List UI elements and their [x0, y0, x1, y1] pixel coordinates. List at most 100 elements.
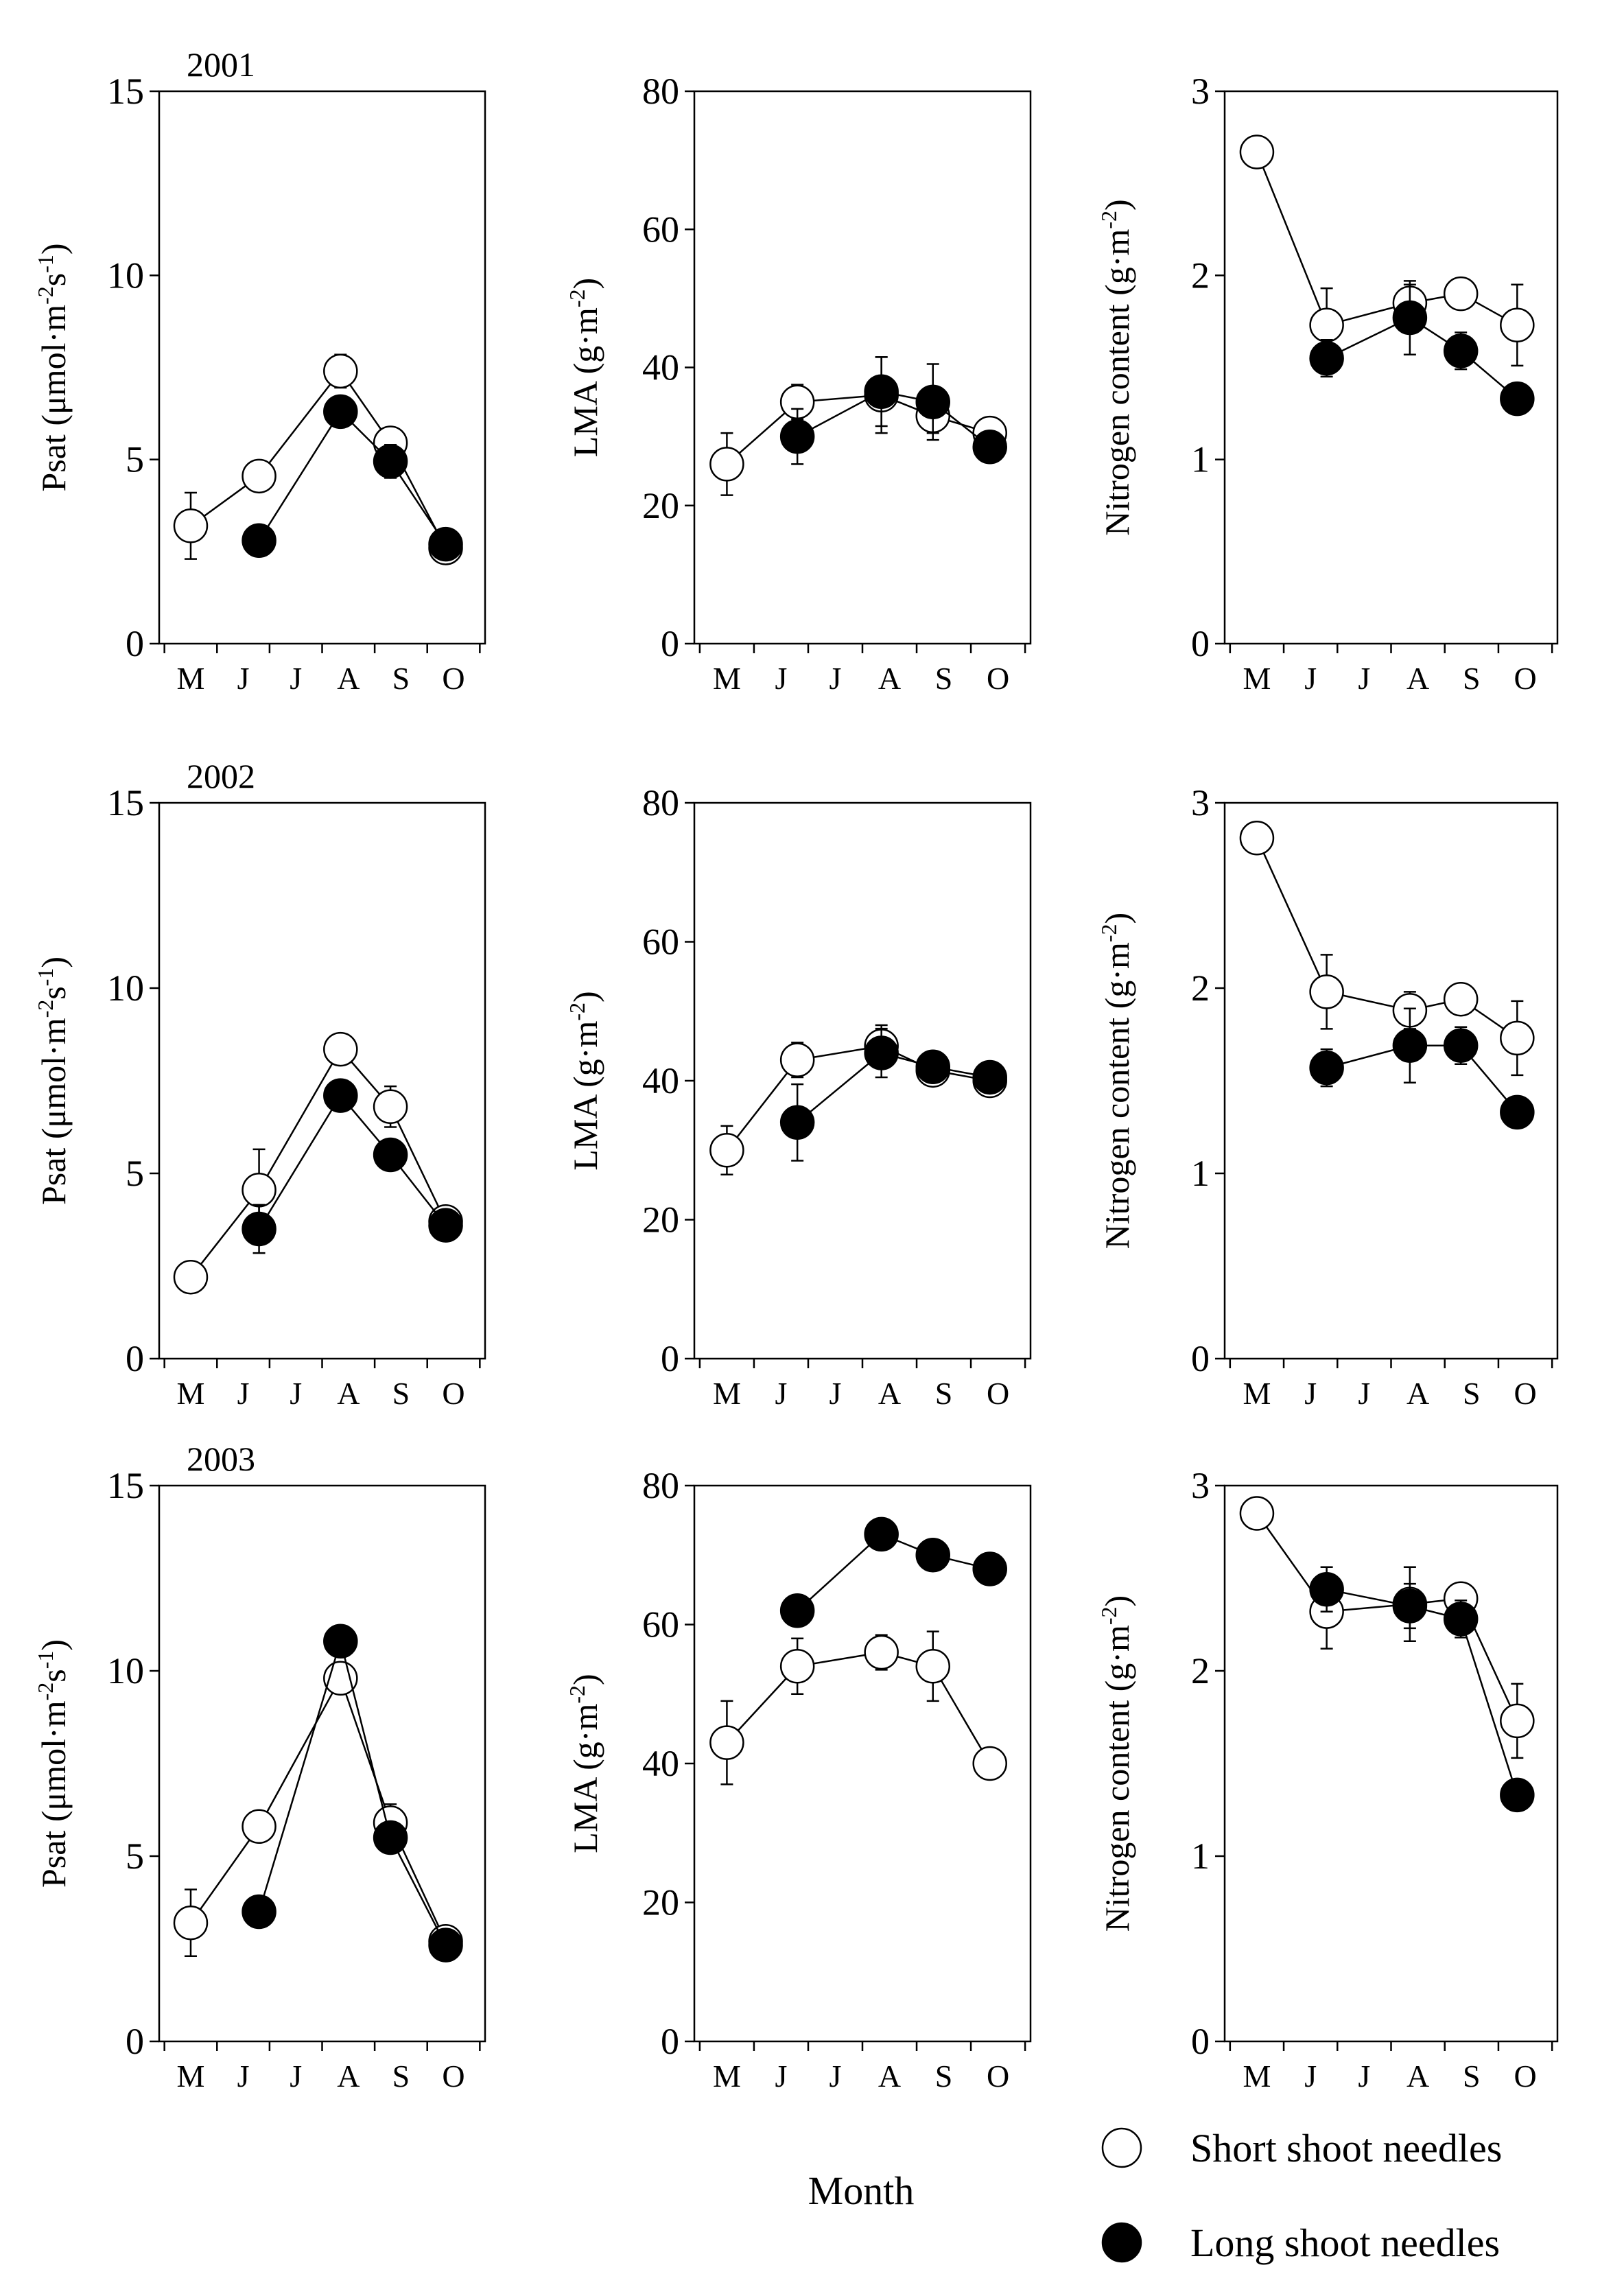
point-short — [1443, 981, 1479, 1017]
point-short — [173, 1905, 209, 1941]
series-line-short — [190, 1047, 447, 1278]
series-line-long — [797, 1052, 990, 1123]
x-tick-label: S — [392, 1376, 410, 1411]
x-tick-label: J — [829, 1376, 842, 1411]
y-tick-label: 1 — [1191, 439, 1210, 480]
y-tick-label: 80 — [642, 71, 679, 112]
y-tick-label: 0 — [126, 623, 144, 664]
x-tick-label: J — [1304, 1376, 1317, 1411]
point-short — [1239, 134, 1275, 169]
x-tick-label: J — [1358, 2059, 1370, 2094]
y-axis-label: LMA (g·m-2) — [565, 1674, 604, 1853]
x-tick-label: O — [442, 2059, 464, 2094]
x-tick-label: J — [775, 661, 787, 696]
legend: Short shoot needles Long shoot needles — [1101, 2126, 1502, 2265]
y-axis-label: Psat (μmol·m-2s-1) — [33, 243, 73, 491]
x-tick-label: O — [1514, 661, 1536, 696]
x-tick-label: J — [1358, 1376, 1370, 1411]
legend-long-marker — [1101, 2222, 1142, 2263]
y-axis-label: Nitrogen content (g·m-2) — [1096, 199, 1136, 535]
x-tick-label: O — [442, 1376, 464, 1411]
point-short — [864, 1634, 899, 1670]
point-long — [373, 1137, 408, 1173]
x-tick-label: S — [935, 1376, 953, 1411]
point-long — [323, 1624, 358, 1659]
y-axis-label: LMA (g·m-2) — [565, 278, 604, 457]
y-label-superscript: -2 — [565, 289, 589, 307]
point-long — [1443, 1028, 1479, 1063]
point-short — [323, 1031, 358, 1067]
x-tick-label: A — [878, 1376, 901, 1411]
y-label-text: ) — [566, 991, 604, 1003]
x-tick-label: M — [177, 661, 205, 696]
y-tick-label: 5 — [126, 1836, 144, 1877]
point-long — [428, 1927, 463, 1962]
series-line-long — [1326, 1044, 1518, 1113]
y-tick-label: 3 — [1191, 782, 1210, 823]
y-tick-label: 60 — [642, 209, 679, 250]
y-label-superscript: -2 — [33, 1000, 58, 1018]
point-long — [864, 1516, 899, 1552]
y-tick-label: 2 — [1191, 255, 1210, 296]
x-tick-label: A — [337, 661, 360, 696]
x-tick-label: O — [1514, 2059, 1536, 2094]
series-line-long — [258, 1094, 447, 1230]
y-tick-label: 80 — [642, 1465, 679, 1506]
x-tick-label: J — [775, 1376, 787, 1411]
legend-short-marker — [1101, 2127, 1142, 2168]
y-label-text: ) — [1098, 913, 1136, 924]
y-label-text: Nitrogen content (g·m — [1098, 1625, 1136, 1932]
point-long — [1309, 340, 1344, 376]
x-tick-label: M — [177, 1376, 205, 1411]
series-line-short — [1256, 152, 1518, 327]
x-tick-label: J — [237, 2059, 250, 2094]
y-label-text: ) — [34, 1639, 73, 1651]
point-long — [323, 394, 358, 430]
y-label-superscript: -1 — [33, 255, 58, 273]
x-tick-label: J — [1358, 661, 1370, 696]
y-tick-label: 10 — [107, 255, 144, 296]
panel-title: 2003 — [187, 1440, 255, 1478]
point-short — [1239, 821, 1275, 856]
y-label-text: Nitrogen content (g·m — [1098, 229, 1136, 536]
x-tick-label: O — [442, 661, 464, 696]
y-label-superscript: -2 — [1096, 211, 1121, 229]
y-tick-label: 1 — [1191, 1153, 1210, 1194]
x-tick-label: J — [237, 1376, 250, 1411]
point-long — [1500, 1094, 1535, 1130]
y-tick-label: 0 — [1191, 2021, 1210, 2062]
point-long — [428, 526, 463, 562]
x-tick-label: J — [829, 2059, 842, 2094]
point-long — [779, 419, 815, 454]
y-tick-label: 15 — [107, 1465, 144, 1506]
point-long — [242, 523, 276, 558]
x-tick-label: J — [829, 661, 842, 696]
point-short — [1309, 974, 1344, 1009]
y-label-text: ) — [1098, 199, 1136, 211]
x-tick-label: A — [878, 661, 901, 696]
x-tick-label: A — [337, 2059, 360, 2094]
y-axis-label: Nitrogen content (g·m-2) — [1096, 1595, 1136, 1932]
point-short — [242, 458, 276, 494]
x-tick-label: M — [177, 2059, 205, 2094]
y-tick-label: 20 — [642, 485, 679, 526]
y-label-text: s — [34, 1669, 73, 1682]
x-tick-label: A — [1407, 1376, 1429, 1411]
x-tick-label: O — [987, 1376, 1009, 1411]
x-tick-label: J — [775, 2059, 787, 2094]
point-long — [1309, 1571, 1344, 1607]
x-tick-label: M — [1243, 2059, 1271, 2094]
y-tick-label: 10 — [107, 1650, 144, 1691]
point-long — [972, 1551, 1007, 1586]
legend-short-label: Short shoot needles — [1190, 2126, 1502, 2170]
point-long — [1443, 333, 1479, 368]
y-tick-label: 2 — [1191, 968, 1210, 1009]
series-line-short — [726, 394, 991, 465]
y-axis-label: Psat (μmol·m-2s-1) — [33, 1639, 73, 1888]
point-long — [779, 1105, 815, 1140]
